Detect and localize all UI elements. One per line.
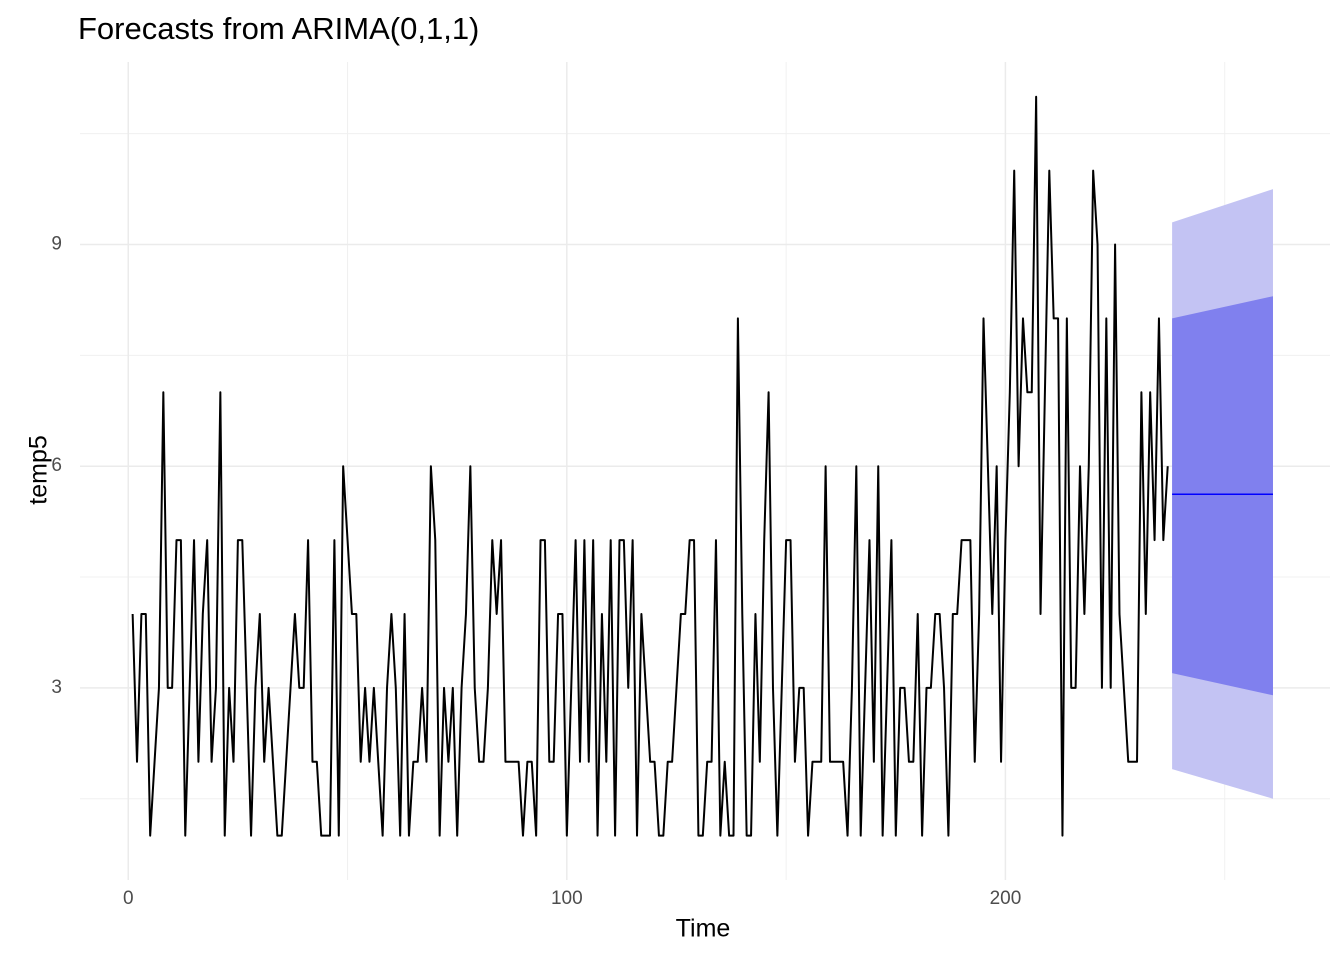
y-tick-label: 9 [51,234,62,255]
data-line [131,95,1169,837]
chart-title: Forecasts from ARIMA(0,1,1) [78,11,479,46]
x-tick-label: 200 [990,888,1022,909]
interval-80 [1172,296,1273,696]
y-tick-label: 6 [51,455,62,476]
x-axis-title: Time [676,915,731,943]
x-tick-label: 0 [123,888,134,909]
y-tick-label: 3 [51,677,62,698]
y-axis-title: temp5 [25,435,53,504]
x-tick-label: 100 [551,888,583,909]
